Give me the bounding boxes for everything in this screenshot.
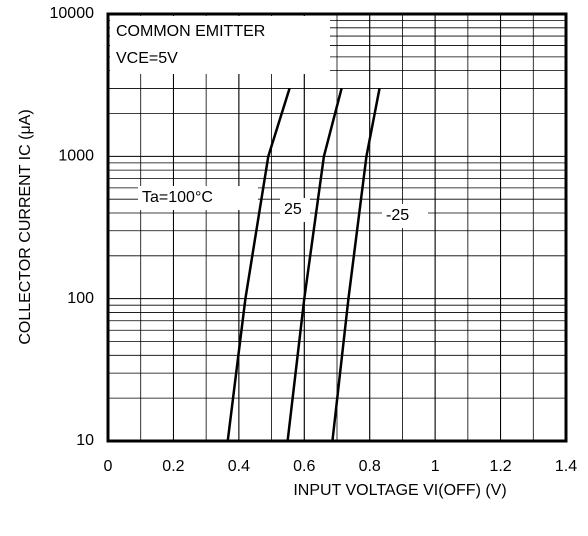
label-bg <box>280 198 310 222</box>
y-tick-label: 10000 <box>50 5 95 22</box>
x-tick-label: 0.8 <box>359 458 381 475</box>
annotation-box <box>110 16 330 74</box>
x-tick-label: 1 <box>431 458 440 475</box>
y-tick-label: 100 <box>67 290 94 307</box>
y-tick-label: 1000 <box>58 148 94 165</box>
label-bg <box>138 186 258 210</box>
x-tick-label: 0 <box>104 458 113 475</box>
annotation: VCE=5V <box>116 50 178 67</box>
series-label: Ta=100°C <box>142 189 213 206</box>
x-axis-label: INPUT VOLTAGE VI(OFF) (V) <box>293 482 506 499</box>
x-tick-label: 0.2 <box>162 458 184 475</box>
curve <box>226 88 291 442</box>
plot-frame <box>106 12 568 443</box>
x-tick-label: 1.4 <box>555 458 577 475</box>
series-label: 25 <box>284 201 302 218</box>
y-axis-label: COLLECTOR CURRENT IC (μA) <box>17 109 34 344</box>
curve <box>286 88 343 442</box>
annotation: COMMON EMITTER <box>116 23 265 40</box>
x-tick-label: 1.2 <box>489 458 511 475</box>
x-tick-label: 0.6 <box>293 458 315 475</box>
curve <box>331 88 381 442</box>
label-bg <box>382 204 428 228</box>
series-label: -25 <box>386 207 409 224</box>
x-tick-label: 0.4 <box>228 458 250 475</box>
y-tick-label: 10 <box>76 432 94 449</box>
